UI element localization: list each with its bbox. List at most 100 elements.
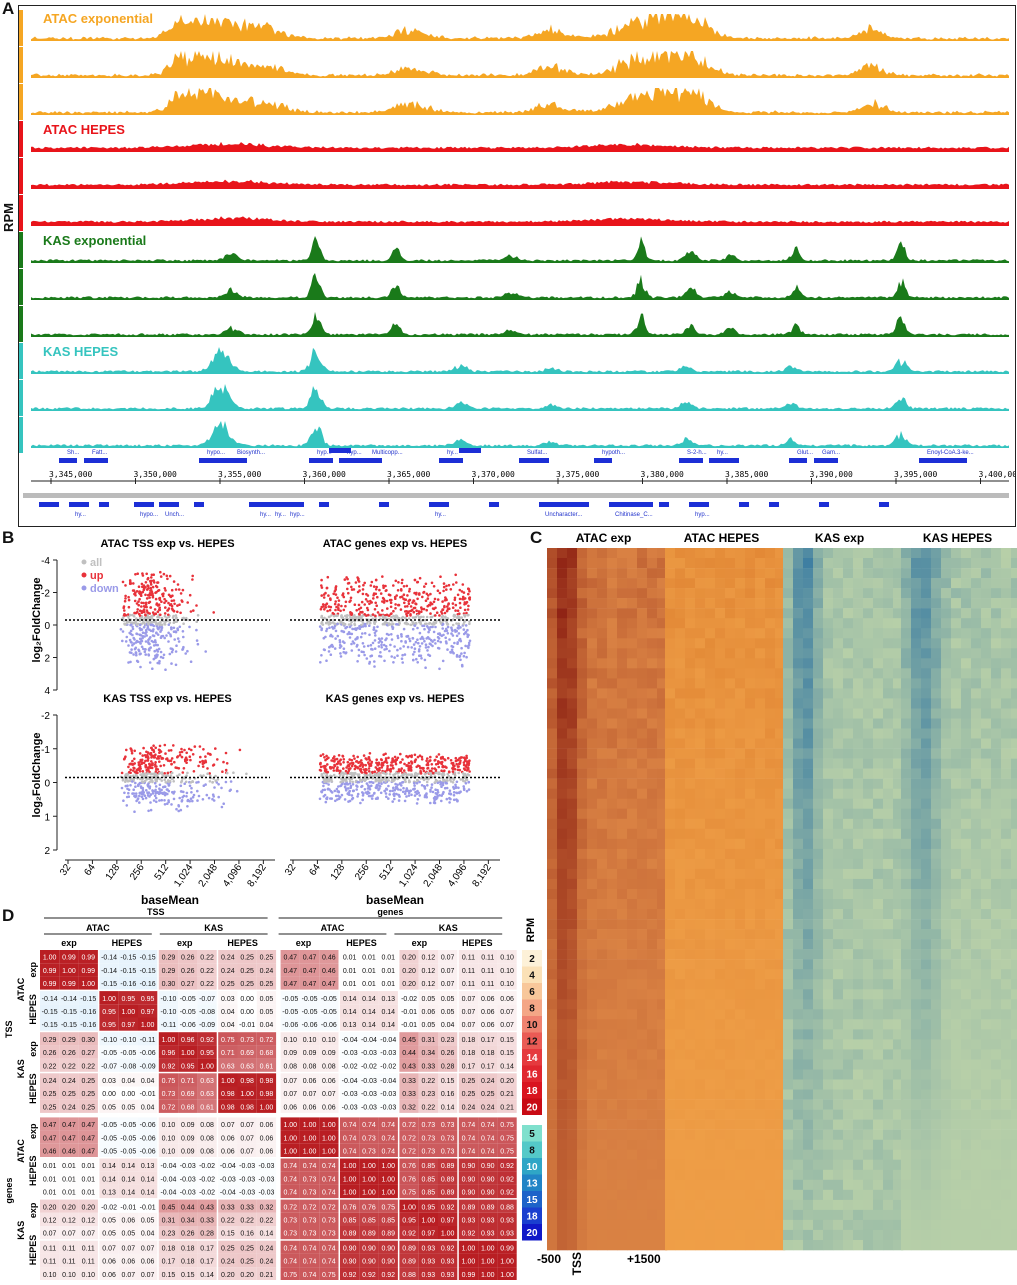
ma-point (340, 616, 343, 619)
heatmap-cell (695, 809, 705, 819)
ma-point (144, 648, 147, 651)
ma-point (418, 592, 421, 595)
gene-feature (429, 502, 449, 507)
heatmap-cell (675, 568, 685, 578)
heatmap-cell (557, 859, 567, 869)
heatmap-cell (735, 1160, 745, 1170)
heatmap-cell (813, 709, 823, 719)
gene-feature (459, 448, 481, 453)
heatmap-cell (783, 698, 793, 708)
ma-point (368, 634, 371, 637)
heatmap-cell (547, 799, 557, 809)
heatmap-cell (755, 1200, 765, 1210)
heatmap-cell (617, 1160, 627, 1170)
heatmap-cell (755, 1150, 765, 1160)
ma-point (363, 754, 366, 757)
gene-feature (519, 458, 549, 463)
heatmap-cell (637, 1190, 647, 1200)
heatmap-cell (685, 839, 695, 849)
ma-point (173, 638, 176, 641)
heatmap-cell (577, 548, 587, 558)
heatmap-cell (647, 1009, 657, 1019)
ma-point (345, 576, 348, 579)
heatmap-cell (745, 1170, 755, 1180)
heatmap-cell (607, 819, 617, 829)
heatmap-cell (823, 709, 833, 719)
ma-point (140, 616, 143, 619)
heatmap-cell (853, 688, 863, 698)
heatmap-cell (587, 1190, 597, 1200)
heatmap-cell (607, 1130, 617, 1140)
ma-point (131, 634, 134, 637)
heatmap-cell (705, 729, 715, 739)
heatmap-cell (685, 739, 695, 749)
ma-point (181, 600, 184, 603)
heatmap-cell (755, 789, 765, 799)
heatmap-cell (755, 1230, 765, 1240)
heatmap-cell (637, 1150, 647, 1160)
heatmap-cell (715, 658, 725, 668)
heatmap-cell (685, 719, 695, 729)
ma-point (454, 574, 457, 577)
ma-point (367, 761, 370, 764)
heatmap-cell (735, 648, 745, 658)
heatmap-cell (685, 1150, 695, 1160)
heatmap-cell (765, 929, 775, 939)
ma-point (399, 761, 402, 764)
heatmap-cell (883, 688, 893, 698)
heatmap-cell (607, 658, 617, 668)
ma-point (433, 797, 436, 800)
heatmap-cell (597, 759, 607, 769)
ma-point (361, 766, 364, 769)
heatmap-cell (627, 1150, 637, 1160)
heatmap-cell (755, 1049, 765, 1059)
heatmap-cell (813, 719, 823, 729)
heatmap-cell (665, 668, 675, 678)
ma-point (416, 802, 419, 805)
heatmap-cell (607, 709, 617, 719)
ma-point (184, 652, 187, 655)
ma-point (468, 590, 471, 593)
heatmap-cell (637, 618, 647, 628)
ma-point (395, 580, 398, 583)
ma-point (145, 573, 148, 576)
ma-point (361, 799, 364, 802)
ma-point (175, 616, 178, 619)
heatmap-cell (755, 979, 765, 989)
ma-point (394, 756, 397, 759)
ma-point (425, 583, 428, 586)
heatmap-cell (725, 1240, 735, 1250)
heatmap-cell (735, 1019, 745, 1029)
heatmap-cell (725, 909, 735, 919)
heatmap-cell (813, 658, 823, 668)
ma-point (445, 588, 448, 591)
heatmap-cell (557, 1200, 567, 1210)
heatmap-cell (695, 829, 705, 839)
heatmap-cell (587, 1200, 597, 1210)
heatmap-cell (765, 839, 775, 849)
heatmap-cell (705, 1090, 715, 1100)
heatmap-cell (745, 1009, 755, 1019)
heatmap-cell (627, 1200, 637, 1210)
ma-point (403, 763, 406, 766)
ma-point (338, 754, 341, 757)
heatmap-cell (567, 909, 577, 919)
heatmap-cell (675, 939, 685, 949)
heatmap-cell (647, 809, 657, 819)
gene-label: hypo... (207, 450, 225, 456)
ma-point (123, 792, 126, 795)
ma-point (454, 768, 457, 771)
ma-point (413, 607, 416, 610)
gene-feature (39, 502, 49, 507)
ma-point (374, 780, 377, 783)
gene-feature (579, 502, 589, 507)
heatmap-cell (617, 799, 627, 809)
heatmap-cell (577, 839, 587, 849)
ma-point (452, 646, 455, 649)
heatmap-cell (833, 558, 843, 568)
ma-point (449, 779, 452, 782)
heatmap-cell (873, 568, 883, 578)
ma-point (339, 610, 342, 613)
heatmap-cell (617, 1170, 627, 1180)
heatmap-cell (715, 759, 725, 769)
